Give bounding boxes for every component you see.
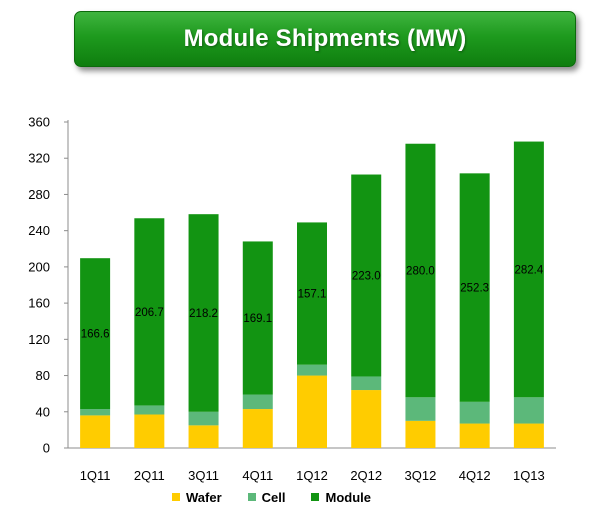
bar-cell-1q13: [513, 397, 544, 424]
y-tick-label: 0: [43, 441, 50, 456]
bar-module-1q11: [80, 258, 111, 410]
bar-wafer-1q12: [297, 375, 327, 448]
bar-cell-1q11: [80, 409, 111, 416]
bar-wafer-1q11: [80, 415, 111, 448]
y-tick-label: 80: [36, 368, 50, 383]
bar-module-3q12: [405, 143, 436, 398]
x-tick-label-4q11: 4Q11: [242, 468, 273, 483]
x-tick-label-3q12: 3Q12: [405, 468, 437, 483]
legend-label-wafer: Wafer: [186, 489, 222, 505]
bar-module-1q13: [513, 141, 544, 398]
data-label-1q13: 282.4: [514, 264, 543, 276]
x-tick-label-2q11: 2Q11: [134, 468, 165, 483]
bar-cell-2q11: [134, 405, 165, 415]
x-tick-label-1q12: 1Q12: [296, 468, 328, 483]
chart-title: Module Shipments (MW): [183, 25, 467, 52]
x-tick-label-1q11: 1Q11: [80, 468, 111, 483]
y-tick-label: 240: [28, 223, 50, 238]
y-tick-label: 200: [28, 259, 50, 274]
bar-module-4q11: [242, 241, 273, 395]
bar-module-2q12: [351, 174, 382, 377]
y-tick-label: 280: [28, 187, 50, 202]
bar-cell-3q12: [405, 397, 436, 421]
y-tick-label: 120: [28, 332, 50, 347]
y-tick-label: 360: [28, 115, 50, 130]
data-label-1q12: 157.1: [298, 289, 327, 301]
bar-wafer-2q12: [351, 390, 382, 448]
legend-item-cell: Cell: [247, 489, 286, 505]
data-label-2q12: 223.0: [352, 270, 381, 282]
bar-wafer-4q12: [459, 423, 490, 448]
legend-item-wafer: Wafer: [172, 490, 222, 505]
y-tick-label: 40: [36, 404, 50, 419]
y-tick-label: 160: [28, 296, 50, 311]
legend-label-module: Module: [325, 489, 371, 505]
x-tick-label-1q13: 1Q13: [513, 468, 545, 483]
data-label-4q12: 252.3: [460, 283, 489, 295]
y-tick-label: 320: [28, 151, 50, 166]
bar-module-4q12: [459, 173, 490, 402]
x-tick-label-4q12: 4Q12: [459, 468, 491, 483]
bar-wafer-4q11: [242, 409, 273, 448]
bar-module-1q12: [297, 222, 327, 365]
legend-swatch-wafer: [172, 493, 180, 501]
bar-wafer-3q12: [405, 420, 436, 448]
bar-cell-4q12: [459, 401, 490, 424]
bar-cell-3q11: [188, 411, 219, 426]
bar-cell-1q12: [297, 364, 327, 376]
bar-cell-4q11: [242, 394, 273, 410]
legend-label-cell: Cell: [261, 489, 286, 505]
legend-swatch-cell: [247, 493, 256, 501]
data-label-3q11: 218.2: [189, 308, 218, 320]
data-label-4q11: 169.1: [243, 313, 272, 325]
title-banner: Module Shipments (MW): [74, 11, 576, 67]
bar-cell-2q12: [351, 376, 382, 391]
x-tick-label-3q11: 3Q11: [188, 468, 219, 483]
bar-module-2q11: [134, 218, 165, 406]
legend-item-module: Module: [311, 490, 371, 505]
bar-wafer-1q13: [513, 423, 544, 448]
bar-wafer-2q11: [134, 414, 165, 448]
data-label-3q12: 280.0: [406, 266, 435, 278]
legend-swatch-module: [311, 493, 320, 501]
data-label-2q11: 206.7: [135, 307, 164, 319]
data-label-1q11: 166.6: [81, 329, 110, 341]
x-tick-label-2q12: 2Q12: [350, 468, 382, 483]
chart-legend: Wafer Cell Module: [172, 488, 371, 506]
bar-module-3q11: [188, 214, 219, 412]
bar-wafer-3q11: [188, 425, 219, 448]
